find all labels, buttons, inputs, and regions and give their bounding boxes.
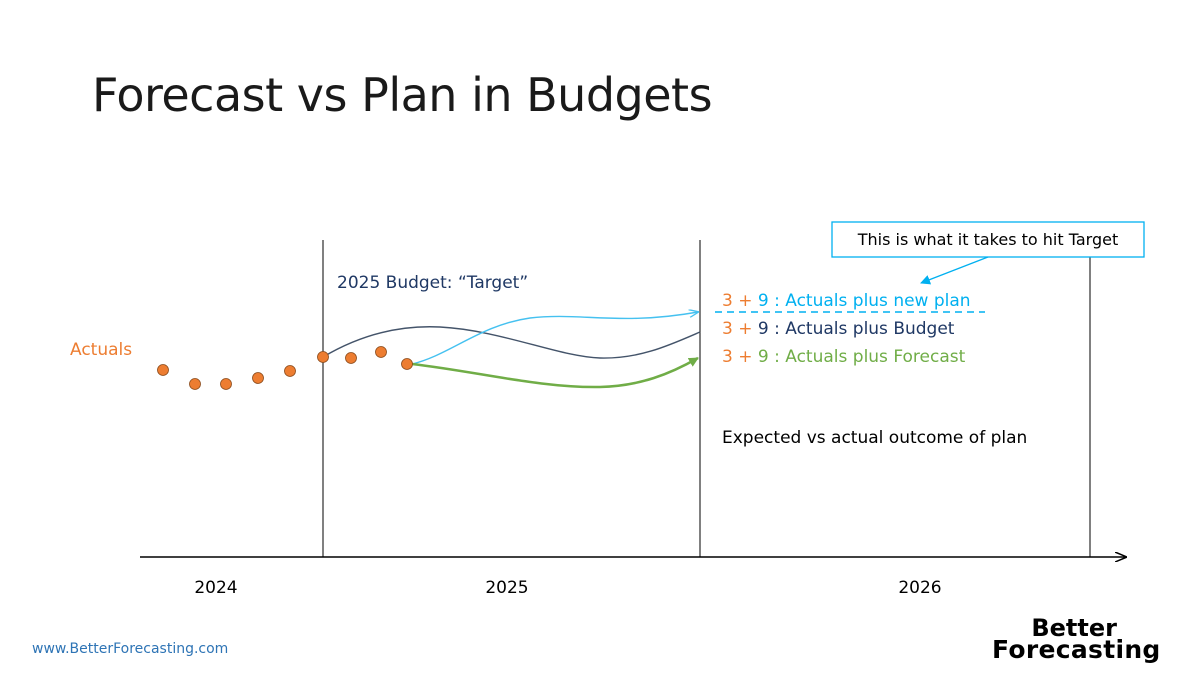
scenario-budget: 3 + 9 : Actuals plus Budget <box>722 319 955 339</box>
actual-point <box>401 358 413 370</box>
better-forecasting-logo: Better Forecasting <box>992 614 1187 664</box>
logo-line-1: Better <box>1031 614 1117 642</box>
actual-point <box>345 352 357 364</box>
actual-point <box>252 372 264 384</box>
scenario-budget-text: : Actuals plus Budget <box>769 319 955 339</box>
expected-vs-actual-label: Expected vs actual outcome of plan <box>722 428 1027 448</box>
scenario-forecast-text: : Actuals plus Forecast <box>769 347 966 367</box>
scenario-forecast: 3 + 9 : Actuals plus Forecast <box>722 347 966 367</box>
scenario-new-plan-plus: + <box>733 291 758 311</box>
scenario-forecast-plus: + <box>733 347 758 367</box>
budget-curve <box>322 326 701 359</box>
actual-point <box>220 378 232 390</box>
budget-target-label: 2025 Budget: “Target” <box>337 273 528 293</box>
footer-website-link[interactable]: www.BetterForecasting.com <box>32 641 229 657</box>
actual-point <box>189 378 201 390</box>
actual-point <box>157 364 169 376</box>
actual-point <box>375 346 387 358</box>
new-plan-curve <box>411 312 698 365</box>
scenario-new-plan-b: 9 <box>758 291 769 311</box>
year-label-2024: 2024 <box>194 578 237 598</box>
scenario-budget-plus: + <box>733 319 758 339</box>
forecast-curve <box>411 356 699 389</box>
actuals-label: Actuals <box>70 340 132 360</box>
slide-title: Forecast vs Plan in Budgets <box>92 68 713 122</box>
scenario-budget-b: 9 <box>758 319 769 339</box>
scenario-new-plan-text: : Actuals plus new plan <box>769 291 971 311</box>
actual-point <box>317 351 329 363</box>
scenario-forecast-b: 9 <box>758 347 769 367</box>
scenario-forecast-a: 3 <box>722 347 733 367</box>
actual-point <box>284 365 296 377</box>
callout-arrow <box>920 256 989 285</box>
scenario-new-plan-a: 3 <box>722 291 733 311</box>
scenario-new-plan: 3 + 9 : Actuals plus new plan <box>722 291 971 311</box>
actuals-points <box>157 346 413 390</box>
year-label-2025: 2025 <box>485 578 528 598</box>
callout-text: This is what it takes to hit Target <box>857 230 1118 249</box>
scenario-budget-a: 3 <box>722 319 733 339</box>
year-label-2026: 2026 <box>898 578 941 598</box>
callout-box <box>831 221 1145 258</box>
logo-line-2: Forecasting <box>992 635 1161 664</box>
